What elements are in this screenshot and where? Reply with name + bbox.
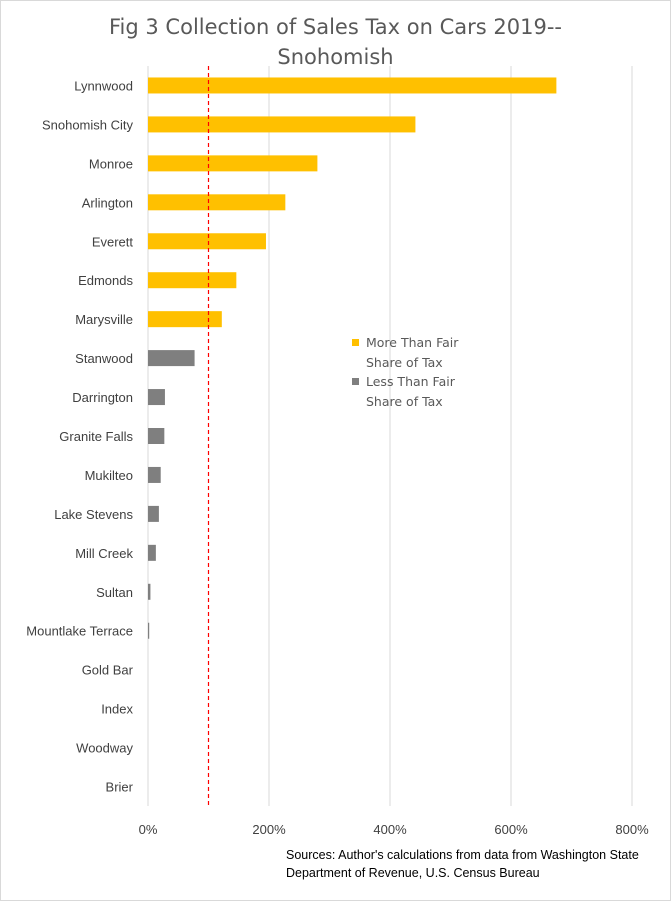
bar-arlington xyxy=(148,194,286,211)
category-label-stanwood: Stanwood xyxy=(75,351,133,366)
x-tick-label-800: 800% xyxy=(615,822,649,837)
category-label-mountlake-terrace: Mountlake Terrace xyxy=(26,624,133,639)
category-label-marysville: Marysville xyxy=(75,312,133,327)
category-label-mukilteo: Mukilteo xyxy=(85,468,133,483)
category-label-arlington: Arlington xyxy=(82,195,133,210)
x-tick-label-600: 600% xyxy=(494,822,528,837)
bar-everett xyxy=(148,233,266,250)
chart-title-line-2: Snohomish xyxy=(277,45,394,69)
legend-swatch-less-than-fair-share xyxy=(352,378,359,385)
category-label-brier: Brier xyxy=(106,780,134,795)
bar-snohomish-city xyxy=(148,116,416,133)
x-tick-label-200: 200% xyxy=(252,822,286,837)
bar-sultan xyxy=(148,583,151,600)
category-label-mill-creek: Mill Creek xyxy=(75,546,133,561)
category-label-lynnwood: Lynnwood xyxy=(74,78,133,93)
x-tick-label-0: 0% xyxy=(139,822,158,837)
chart-title: Fig 3 Collection of Sales Tax on Cars 20… xyxy=(0,12,671,72)
legend-label-more-than-fair-share: More Than Fair Share of Tax xyxy=(366,335,459,370)
bar-mukilteo xyxy=(148,466,161,483)
source-note: Sources: Author's calculations from data… xyxy=(286,848,639,880)
x-tick-label-400: 400% xyxy=(373,822,407,837)
legend-swatch-more-than-fair-share xyxy=(352,339,359,346)
chart-legend: More Than Fair Share of Tax Less Than Fa… xyxy=(352,333,477,411)
bar-mill-creek xyxy=(148,544,156,561)
category-label-darrington: Darrington xyxy=(72,390,133,405)
bar-lake-stevens xyxy=(148,505,159,522)
category-label-lake-stevens: Lake Stevens xyxy=(54,507,133,522)
bar-marysville xyxy=(148,311,222,328)
category-label-index: Index xyxy=(101,702,133,717)
category-label-everett: Everett xyxy=(92,234,134,249)
category-label-sultan: Sultan xyxy=(96,585,133,600)
category-label-monroe: Monroe xyxy=(89,156,133,171)
category-label-woodway: Woodway xyxy=(76,741,133,756)
legend-item-more-than-fair-share: More Than Fair Share of Tax xyxy=(352,333,477,372)
bar-edmonds xyxy=(148,272,237,289)
legend-label-less-than-fair-share: Less Than Fair Share of Tax xyxy=(366,374,455,409)
bar-stanwood xyxy=(148,350,195,367)
bar-darrington xyxy=(148,389,165,406)
category-label-snohomish-city: Snohomish City xyxy=(42,117,134,132)
legend-item-less-than-fair-share: Less Than Fair Share of Tax xyxy=(352,372,477,411)
category-label-gold-bar: Gold Bar xyxy=(82,663,134,678)
category-label-granite-falls: Granite Falls xyxy=(59,429,133,444)
bar-granite-falls xyxy=(148,428,165,444)
bar-lynnwood xyxy=(148,77,557,94)
chart-title-line-1: Fig 3 Collection of Sales Tax on Cars 20… xyxy=(109,15,562,39)
category-label-edmonds: Edmonds xyxy=(78,273,133,288)
bar-mountlake-terrace xyxy=(148,622,150,639)
bar-monroe xyxy=(148,155,318,172)
